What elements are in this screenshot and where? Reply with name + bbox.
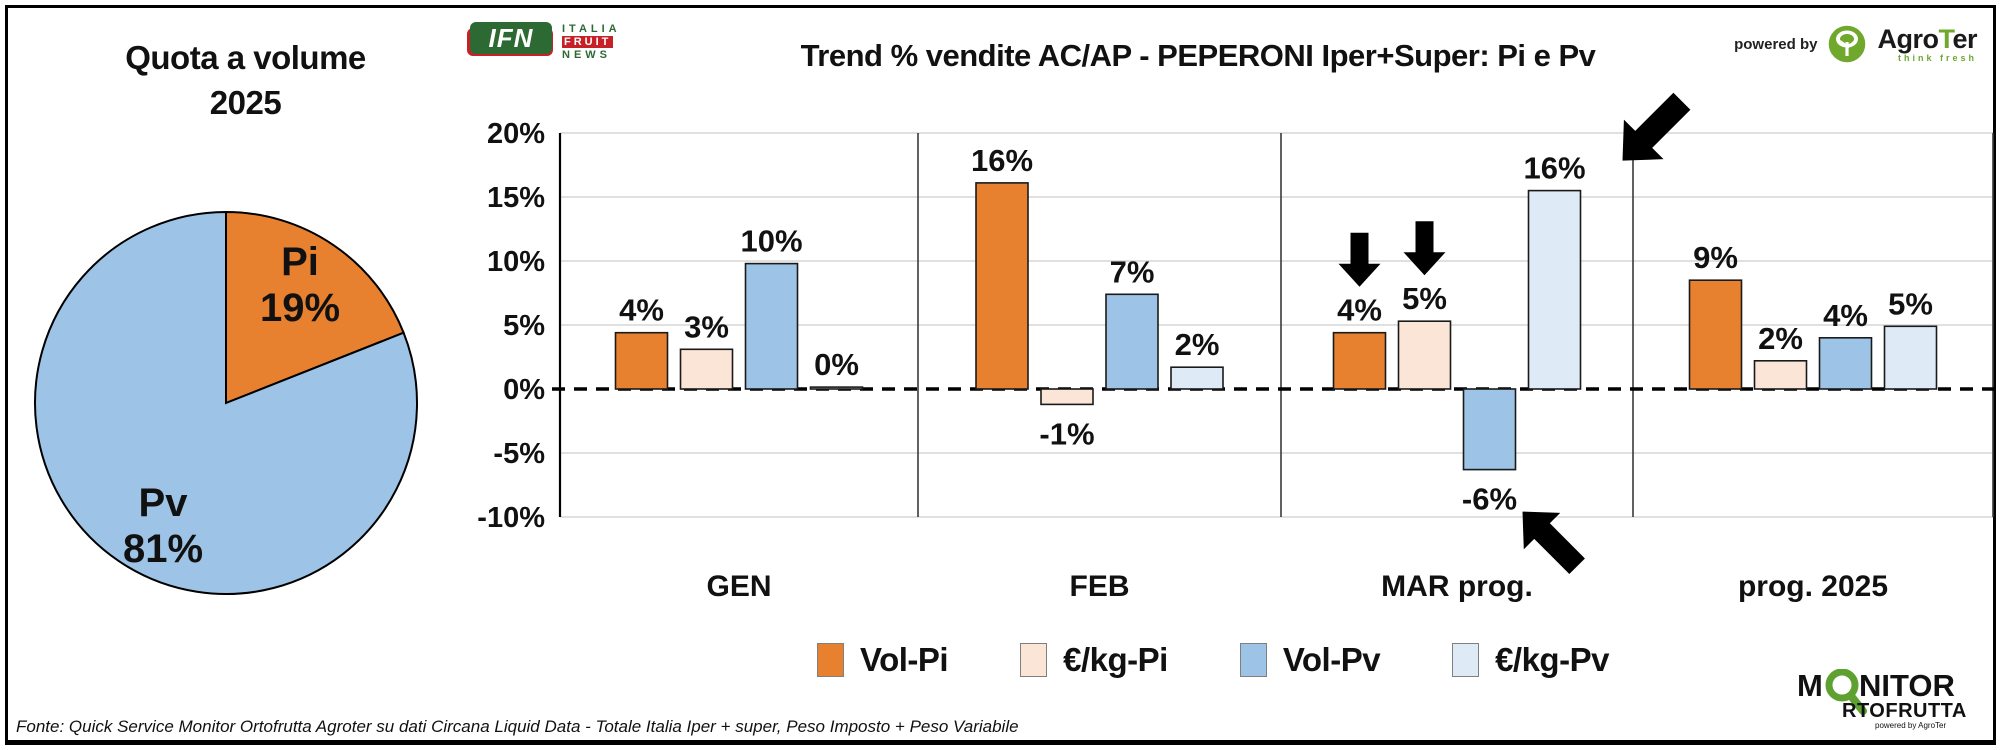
monitor-logo-ortofrutta: RTOFRUTTA — [1842, 700, 1967, 722]
bar-Vol-Pv-FEB — [1105, 293, 1159, 390]
bar-Vol-Pv-GEN — [744, 262, 799, 390]
bar-Vol-Pi-GEN — [614, 331, 669, 390]
legend-label: Vol-Pv — [1282, 641, 1381, 678]
bar-€/kg-Pv-FEB — [1170, 366, 1224, 390]
legend-swatch — [1020, 643, 1048, 677]
pie-slice-Pv — [34, 210, 418, 595]
annotation-down-arrow-icon — [1403, 221, 1446, 276]
y-tick-label: 5% — [503, 310, 545, 342]
pie-label-value: 19% — [260, 286, 340, 330]
bar-value-label: 16% — [971, 143, 1033, 178]
legend-label: Vol-Pi — [860, 641, 949, 678]
annotation-down-arrow-icon — [1338, 232, 1381, 287]
bar-value-label: 16% — [1523, 151, 1585, 186]
bar-value-label: 5% — [1888, 286, 1933, 321]
monitor-logo-m: M — [1797, 669, 1823, 703]
pie-title-line2: 2025 — [209, 83, 282, 121]
monitor-logo-nitor: NITOR — [1859, 669, 1955, 703]
pie-title: Quota a volume 2025 — [33, 36, 458, 125]
monitor-logo: M NITOR RTOFRUTTA powered by AgroTer — [1797, 668, 1977, 736]
pie-label-name: Pv — [139, 481, 189, 525]
legend-label: €/kg-Pi — [1063, 641, 1168, 678]
legend-swatch — [1239, 643, 1267, 677]
bar-value-label: -1% — [1039, 416, 1094, 451]
bar-value-label: 4% — [1823, 298, 1868, 333]
footer-source: Fonte: Quick Service Monitor Ortofrutta … — [16, 717, 1019, 736]
x-axis-label: FEB — [1070, 570, 1130, 603]
bar-Vol-Pi-MAR prog. — [1332, 331, 1387, 390]
ifn-logo: IFN ITALIA FRUIT NEWS — [467, 20, 621, 68]
ifn-logo-line-fruit: FRUIT — [562, 36, 614, 48]
bar-value-label: 10% — [740, 224, 802, 259]
monitor-logo-powered-by: powered by AgroTer — [1875, 721, 1946, 730]
x-axis-label: GEN — [706, 570, 771, 603]
bar-value-label: 7% — [1110, 254, 1155, 289]
x-axis-label: MAR prog. — [1381, 570, 1533, 603]
bar-€/kg-Pv-prog. 2025 — [1883, 325, 1938, 390]
y-tick-label: 0% — [503, 374, 545, 406]
bar-€/kg-Pi-MAR prog. — [1397, 320, 1452, 390]
bar-chart: 20% 15% 10% 5% 0% -5% -10% 4% 3% 10% 0% GEN 16% -1% 7%… — [477, 92, 2001, 603]
bar-value-label: 2% — [1175, 327, 1220, 362]
powered-by-label: powered by — [1734, 35, 1818, 53]
y-tick-label: 10% — [487, 246, 545, 278]
pie-slice-Pi — [225, 210, 405, 405]
y-tick-label: 15% — [487, 182, 545, 214]
bar-€/kg-Pv-GEN — [809, 386, 864, 390]
agroter-wordmark: AgroTer think fresh — [1877, 23, 1977, 63]
bar-Vol-Pi-prog. 2025 — [1688, 279, 1743, 390]
legend-swatch — [1452, 643, 1480, 677]
legend-label: €/kg-Pv — [1495, 641, 1609, 678]
ifn-logo-abbr: IFN — [470, 22, 552, 54]
annotation-big-arrow-icon — [1522, 511, 1585, 575]
bar-Vol-Pv-MAR prog. — [1462, 388, 1517, 471]
legend-swatch — [817, 643, 845, 677]
bar-€/kg-Pi-GEN — [679, 348, 734, 390]
bar-value-label: 0% — [814, 347, 859, 382]
bar-value-label: -6% — [1462, 482, 1517, 517]
bar-€/kg-Pi-prog. 2025 — [1753, 359, 1808, 390]
bar-value-label: 4% — [1337, 293, 1382, 328]
pie-label-value: 81% — [123, 527, 203, 571]
legend-item-€/kg-Pv: €/kg-Pv — [1452, 641, 1609, 679]
annotation-big-arrow-icon — [1622, 92, 1691, 161]
ifn-logo-line-news: NEWS — [562, 49, 611, 61]
pie-title-line1: Quota a volume — [125, 39, 366, 76]
bar-value-label: 9% — [1693, 240, 1738, 275]
bar-Vol-Pv-prog. 2025 — [1818, 337, 1873, 390]
bar-value-label: 5% — [1402, 281, 1447, 316]
y-tick-label: -10% — [477, 502, 545, 534]
ifn-logo-wordmark: ITALIA FRUIT NEWS — [562, 23, 621, 61]
x-axis-label: prog. 2025 — [1738, 570, 1888, 603]
bar-€/kg-Pi-FEB — [1040, 388, 1094, 406]
y-tick-label: -5% — [493, 438, 545, 470]
bar-€/kg-Pv-MAR prog. — [1527, 189, 1582, 390]
chart-legend: Vol-Pi €/kg-Pi Vol-Pv €/kg-Pv — [433, 641, 1993, 679]
legend-item-€/kg-Pi: €/kg-Pi — [1020, 641, 1168, 679]
agroter-tagline: think fresh — [1897, 52, 1977, 63]
bar-value-label: 4% — [619, 293, 664, 328]
bar-value-label: 3% — [684, 309, 729, 344]
pie-label-name: Pi — [281, 240, 319, 284]
bar-chart-title: Trend % vendite AC/AP - PEPERONI Iper+Su… — [800, 38, 1596, 73]
legend-item-Vol-Pi: Vol-Pi — [817, 641, 949, 679]
y-tick-label: 20% — [487, 118, 545, 150]
bar-Vol-Pi-FEB — [975, 182, 1029, 390]
magnifier-icon — [1825, 668, 1867, 715]
ifn-logo-line-italia: ITALIA — [562, 23, 621, 35]
agroter-logo: powered by AgroTer think fresh — [1734, 24, 1977, 64]
infographic-root: Quota a volume 2025 Pi 19% Pv 81% IFN ITALI… — [5, 5, 2001, 745]
bar-value-label: 2% — [1758, 321, 1803, 356]
agroter-name: AgroTer — [1877, 23, 1977, 54]
agroter-tree-icon — [1827, 24, 1868, 64]
legend-item-Vol-Pv: Vol-Pv — [1239, 641, 1381, 679]
